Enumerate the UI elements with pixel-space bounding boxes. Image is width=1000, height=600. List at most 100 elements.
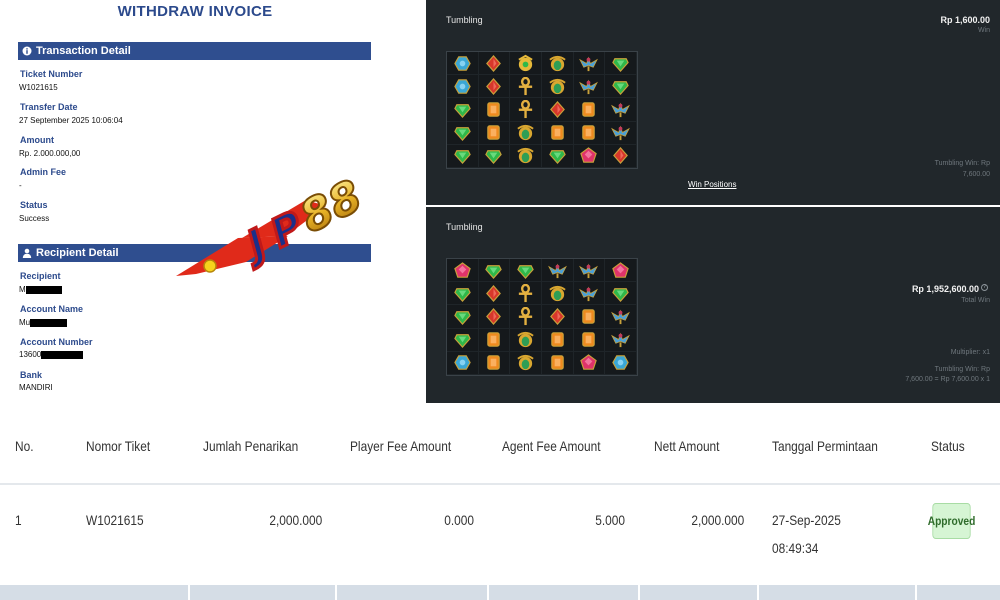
reel-cell [605, 282, 637, 306]
red-symbol-icon [486, 77, 502, 95]
reel-cell [573, 52, 606, 76]
reel-cell [447, 305, 479, 329]
win-positions-link[interactable]: Win Positions [688, 180, 737, 189]
admin-fee-label: Admin Fee [20, 167, 67, 177]
orange-symbol-icon [487, 332, 501, 347]
orange-symbol-icon [487, 355, 501, 371]
col-header-date: Tanggal Permintaan [772, 438, 878, 454]
reel-grid [446, 258, 638, 376]
green-symbol-icon [485, 150, 503, 165]
column-divider [757, 585, 759, 600]
tumbling-win-line1: Tumbling Win: Rp [934, 366, 990, 373]
reel-cell [573, 121, 606, 145]
ankh-symbol-icon [519, 99, 533, 119]
bank-label: Bank [20, 370, 43, 380]
total-win-amount: Rp 1,952,600.00? [911, 284, 988, 294]
cell-agent-fee: 5.000 [595, 512, 625, 528]
red-symbol-icon [613, 147, 629, 165]
reel-cell [447, 121, 479, 145]
orange-symbol-icon [487, 125, 501, 140]
reel-cell [605, 144, 637, 168]
reel-cell [573, 98, 606, 122]
scarab-symbol-icon [549, 55, 566, 71]
reel-cell [447, 351, 479, 375]
redaction-bar [30, 318, 68, 327]
red-symbol-icon [486, 284, 502, 302]
admin-fee-value: - [19, 181, 22, 190]
green-symbol-icon [454, 150, 471, 165]
bird-symbol-icon [611, 309, 631, 325]
reel-cell [478, 305, 511, 329]
cell-time: 08:49:34 [772, 540, 819, 556]
green-symbol-icon [549, 150, 566, 165]
reel-cell [573, 351, 606, 375]
reel-cell [605, 52, 637, 76]
green-symbol-icon [612, 80, 629, 95]
amount-label: Amount [20, 135, 54, 145]
reel-cell [573, 144, 606, 168]
redaction-bar [25, 285, 62, 294]
reel-grid [446, 51, 638, 169]
scarab-symbol-icon [517, 355, 534, 371]
tumbling-win-line2: 7,600.00 = Rp 7,600.00 x 1 [905, 376, 990, 383]
bird-symbol-icon [611, 332, 631, 348]
reel-cell [541, 328, 574, 352]
transaction-detail-header: Transaction Detail [18, 42, 371, 60]
game-screen-2: Tumbling Rp 1,952,600.00? Total Win Mult… [426, 207, 1000, 403]
bank-value: MANDIRI [19, 383, 53, 392]
green-symbol-icon [454, 104, 471, 118]
jp88-watermark-logo: J P 88 [176, 178, 371, 276]
reel-cell [541, 351, 574, 375]
bird-symbol-icon [579, 56, 599, 71]
reel-cell [478, 259, 511, 283]
reel-cell [478, 328, 511, 352]
tumbling-title: Tumbling [446, 222, 483, 232]
col-header-status: Status [931, 438, 965, 454]
col-header-no: No. [15, 438, 34, 454]
green-symbol-icon [612, 287, 629, 302]
reel-cell [447, 144, 479, 168]
bird-symbol-icon [579, 263, 599, 278]
green-symbol-icon [454, 287, 471, 302]
blue-symbol-icon [454, 79, 471, 94]
green-symbol-icon [454, 311, 471, 325]
blue-symbol-icon [454, 355, 471, 371]
col-header-nett: Nett Amount [654, 438, 720, 454]
reel-cell [510, 75, 542, 99]
reel-cell [541, 75, 574, 99]
reel-cell [510, 259, 542, 283]
ankh-symbol-icon [519, 283, 533, 302]
reel-cell [541, 98, 574, 122]
green-symbol-icon [454, 127, 471, 142]
reel-cell [541, 121, 574, 145]
reel-cell [447, 259, 479, 283]
column-divider [915, 585, 917, 600]
pink-symbol-icon [612, 261, 629, 278]
reel-cell [605, 305, 637, 329]
col-header-amount: Jumlah Penarikan [203, 438, 299, 454]
table-row[interactable]: 1 W1021615 2,000.000 0.000 5.000 2,000.0… [0, 487, 1000, 585]
column-divider [638, 585, 640, 600]
reel-cell [478, 98, 511, 122]
recipient-value: M [19, 285, 62, 294]
reel-cell [478, 282, 511, 306]
help-icon[interactable]: ? [981, 284, 988, 291]
orange-symbol-icon [551, 125, 564, 140]
transfer-date-value: 27 September 2025 10:06:04 [19, 116, 123, 125]
reel-cell [541, 52, 574, 76]
green-symbol-icon [454, 334, 471, 349]
reel-cell [510, 305, 542, 329]
transfer-date-label: Transfer Date [20, 102, 78, 112]
orange-symbol-icon [551, 332, 564, 347]
pink-symbol-icon [580, 147, 598, 164]
pink-symbol-icon [454, 261, 471, 278]
reel-cell [541, 259, 574, 283]
reel-cell [573, 328, 606, 352]
multiplier-text: Multiplier: x1 [950, 349, 990, 356]
tumbling-title: Tumbling [446, 15, 483, 25]
reel-cell [510, 121, 542, 145]
recipient-detail-header: Recipient Detail [18, 244, 371, 262]
reel-cell [541, 305, 574, 329]
orange-symbol-icon [582, 125, 596, 140]
reel-cell [573, 282, 606, 306]
